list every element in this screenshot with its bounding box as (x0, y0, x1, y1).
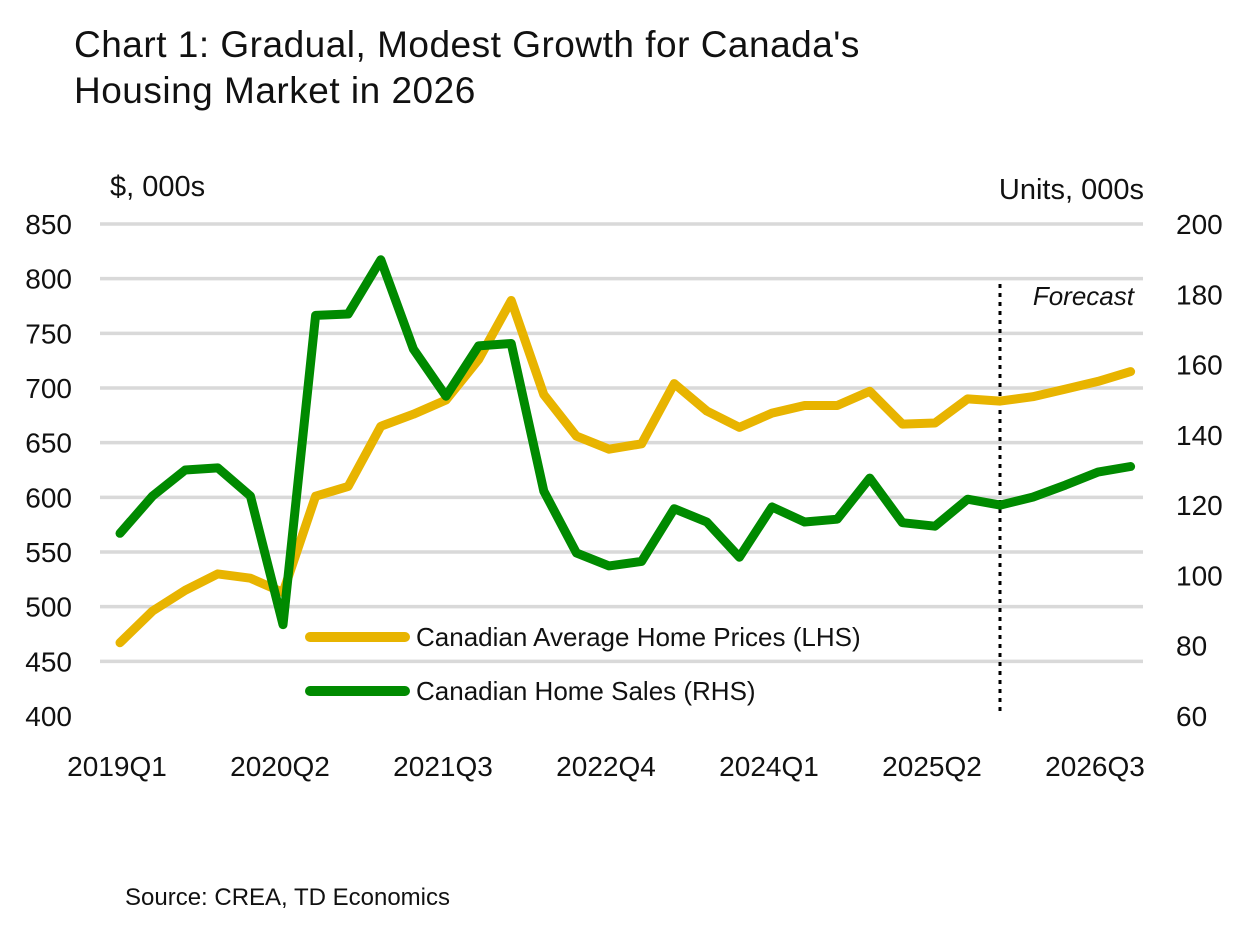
right-tick-label: 100 (1176, 560, 1223, 591)
left-axis-label: $, 000s (110, 171, 205, 203)
x-tick-label: 2020Q2 (230, 751, 330, 782)
x-tick-label: 2022Q4 (556, 751, 656, 782)
left-tick-label: 450 (25, 646, 72, 677)
right-tick-label: 80 (1176, 631, 1207, 662)
left-tick-label: 500 (25, 592, 72, 623)
source-note: Source: CREA, TD Economics (125, 884, 450, 911)
right-tick-label: 60 (1176, 701, 1207, 732)
left-tick-label: 600 (25, 482, 72, 513)
right-axis-ticks: 60 80 100 120 140 160 180 200 (1176, 209, 1223, 732)
left-tick-label: 800 (25, 264, 72, 295)
left-tick-label: 400 (25, 701, 72, 732)
chart-title: Chart 1: Gradual, Modest Growth for Cana… (74, 24, 860, 111)
right-tick-label: 120 (1176, 490, 1223, 521)
x-tick-label: 2021Q3 (393, 751, 493, 782)
right-axis-label: Units, 000s (999, 174, 1144, 206)
right-tick-label: 180 (1176, 279, 1223, 310)
right-tick-label: 160 (1176, 350, 1223, 381)
left-axis-ticks: 400 450 500 550 600 650 700 750 800 850 (25, 209, 72, 732)
left-tick-label: 750 (25, 318, 72, 349)
left-tick-label: 700 (25, 373, 72, 404)
x-axis-ticks: 2019Q1 2020Q2 2021Q3 2022Q4 2024Q1 2025Q2 2026… (67, 751, 1145, 782)
left-tick-label: 650 (25, 428, 72, 459)
series-lines (115, 255, 1136, 648)
right-tick-label: 140 (1176, 420, 1223, 451)
x-tick-label: 2025Q2 (882, 751, 982, 782)
forecast-label: Forecast (1033, 281, 1136, 311)
right-tick-label: 200 (1176, 209, 1223, 240)
legend: Canadian Average Home Prices (LHS) Canad… (305, 622, 861, 706)
x-tick-label: 2026Q3 (1045, 751, 1145, 782)
gridlines (100, 222, 1143, 664)
left-tick-label: 850 (25, 209, 72, 240)
legend-label-sales: Canadian Home Sales (RHS) (416, 676, 756, 706)
series-line-sales (115, 255, 1136, 630)
x-tick-label: 2024Q1 (719, 751, 819, 782)
legend-label-prices: Canadian Average Home Prices (LHS) (416, 622, 861, 652)
left-tick-label: 550 (25, 537, 72, 568)
x-tick-label: 2019Q1 (67, 751, 167, 782)
